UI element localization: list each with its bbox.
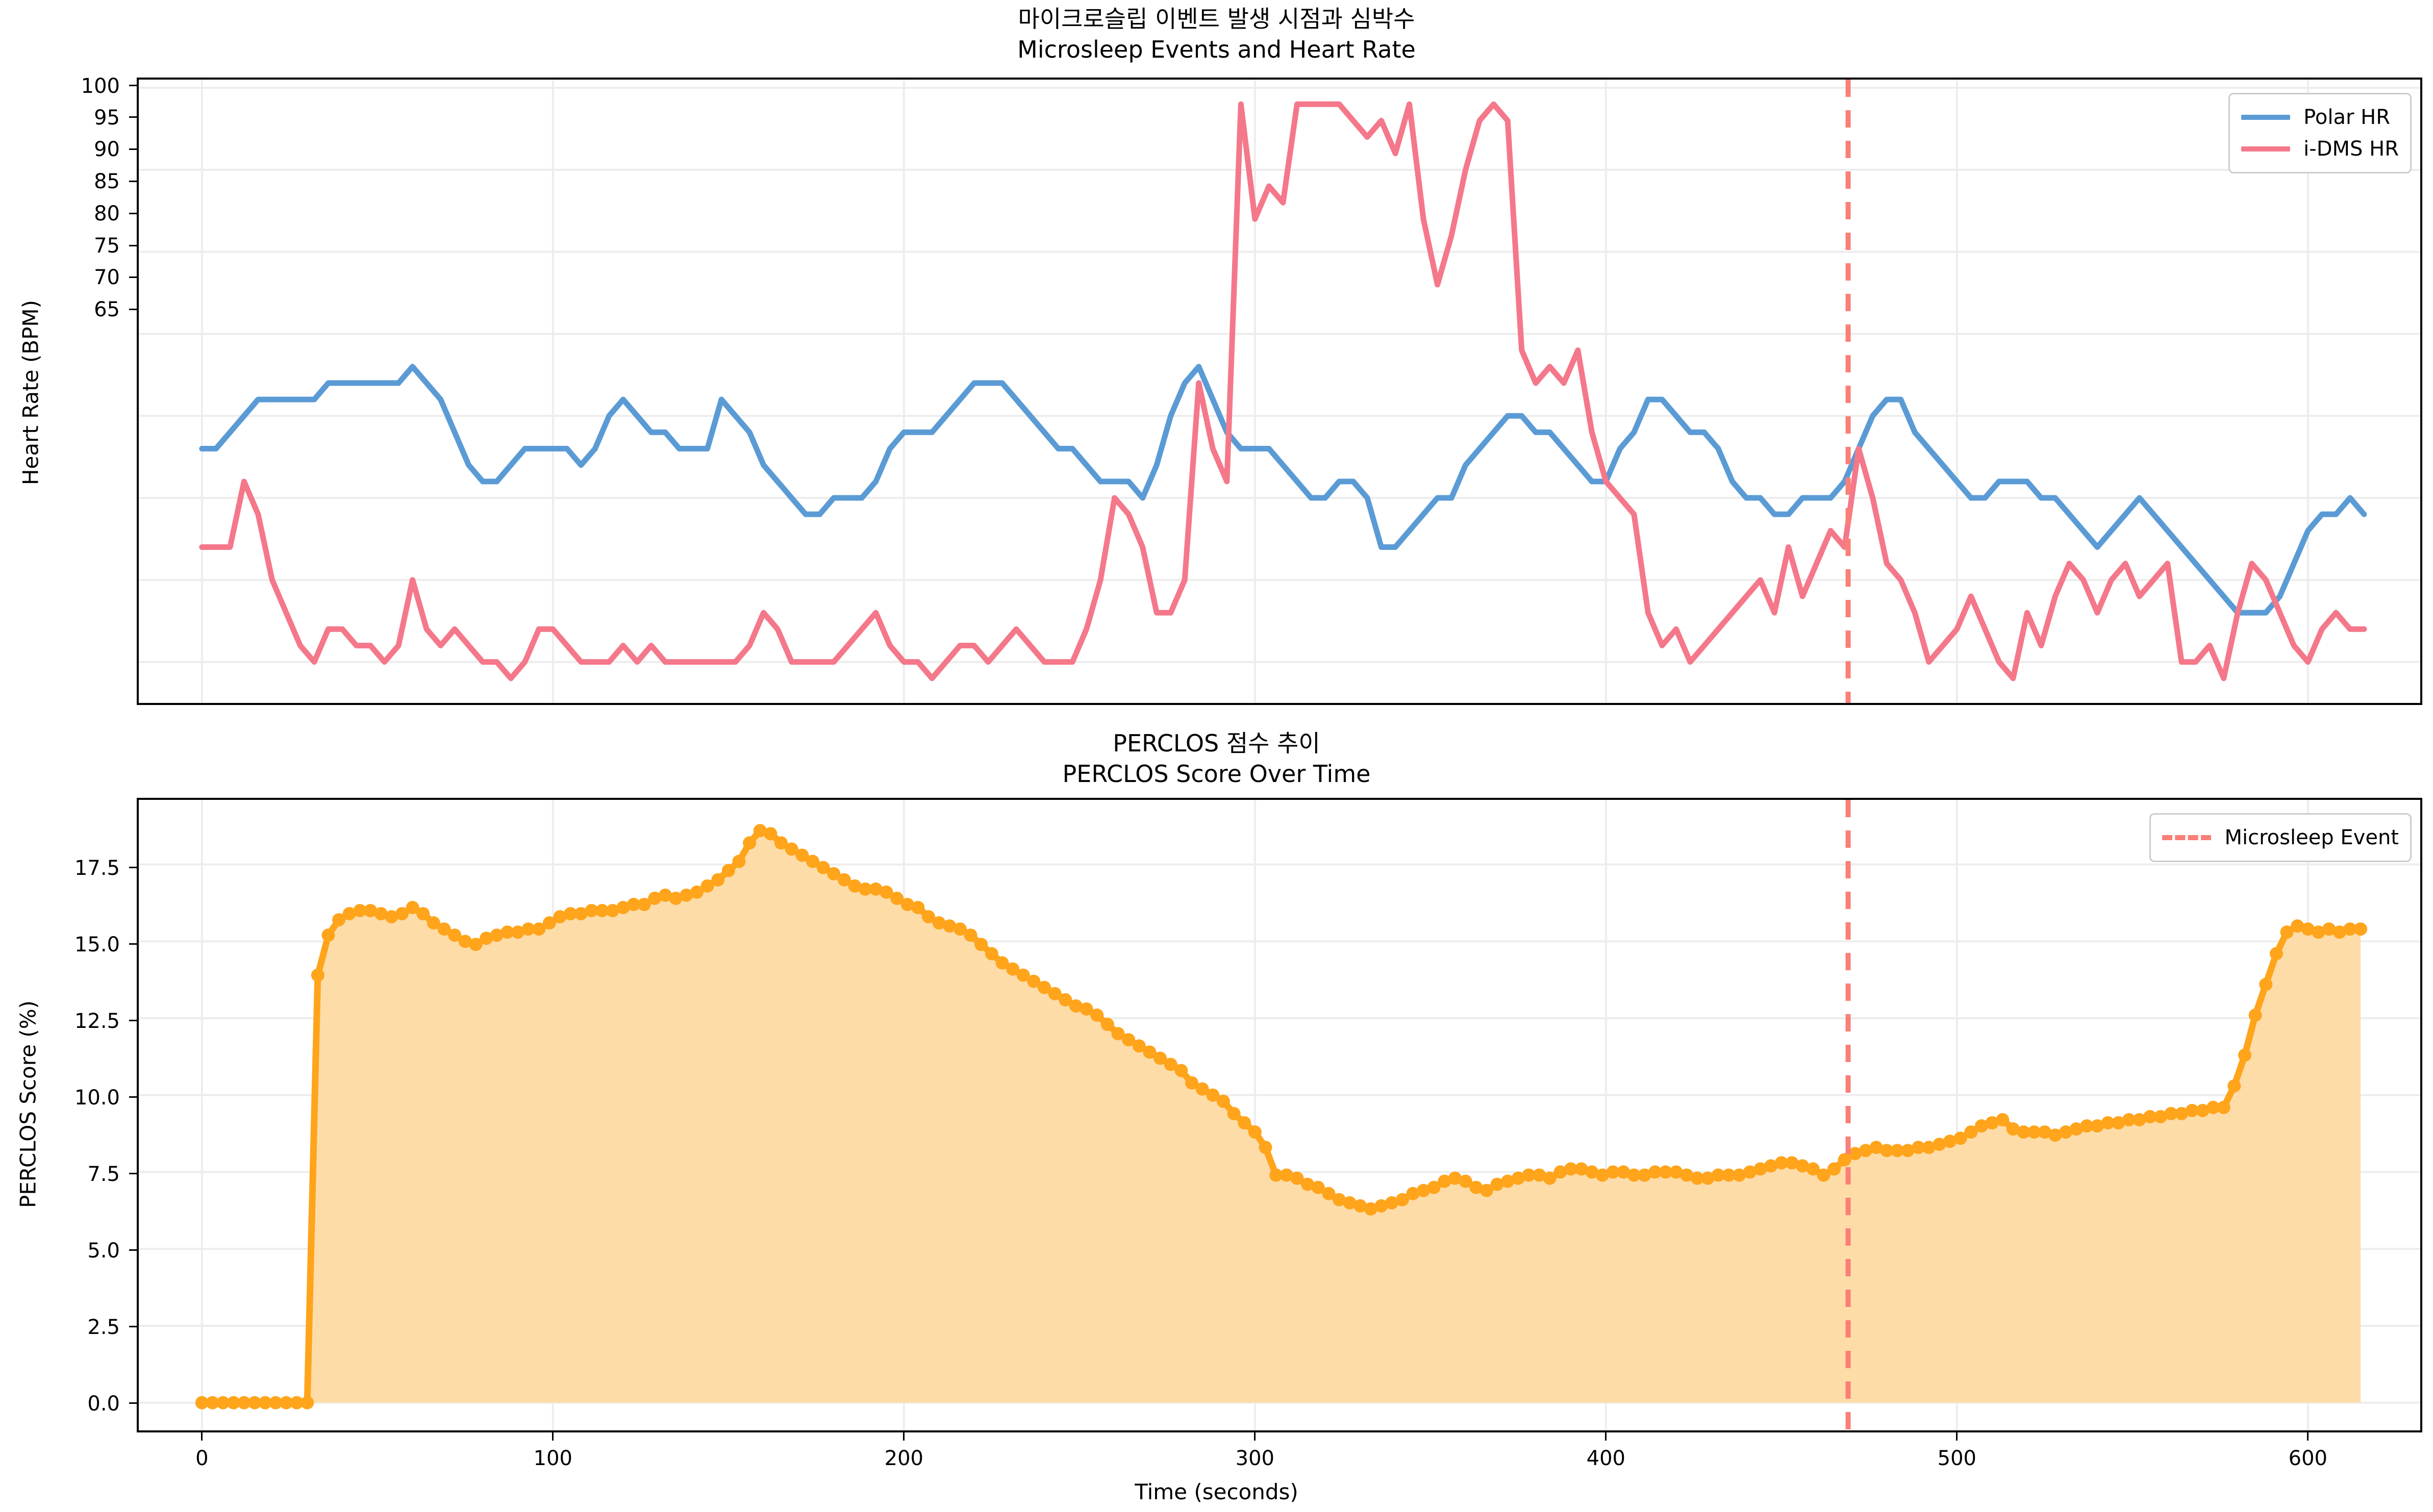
perclos-ytickmark	[129, 1096, 137, 1098]
x-tickmark	[2307, 1432, 2309, 1441]
hr-chart-svg	[139, 80, 2420, 703]
perclos-chart-plot-area	[137, 798, 2422, 1432]
legend-item-polar-hr[interactable]: Polar HR	[2241, 102, 2399, 133]
x-tick-label-0: 0	[195, 1447, 209, 1470]
perclos-chart-title: PERCLOS 점수 추이 PERCLOS Score Over Time	[0, 728, 2433, 790]
hr-ytick-75: 75	[94, 234, 120, 258]
hr-chart-plot-area	[137, 78, 2422, 705]
perclos-ytickmark	[129, 1173, 137, 1174]
legend-item-idms-hr[interactable]: i-DMS HR	[2241, 133, 2399, 165]
legend-swatch-polar-hr	[2241, 115, 2291, 120]
x-axis-label: Time (seconds)	[1135, 1479, 1298, 1504]
hr-ytick-80: 80	[94, 202, 120, 225]
legend-label-polar-hr: Polar HR	[2303, 106, 2390, 129]
hr-y-axis-label: Heart Rate (BPM)	[18, 299, 43, 486]
x-tick-label-500: 500	[1937, 1447, 1976, 1470]
hr-ytick-65: 65	[94, 298, 120, 321]
perclos-ytick-17-5: 17.5	[74, 856, 120, 880]
hr-chart-title-ko: 마이크로슬립 이벤트 발생 시점과 심박수	[1018, 5, 1415, 33]
hr-ytickmark	[129, 245, 137, 246]
hr-ytick-70: 70	[94, 266, 120, 289]
perclos-ytick-2-5: 2.5	[87, 1316, 120, 1339]
perclos-chart-legend: Microsleep Event	[2149, 813, 2412, 862]
perclos-chart-title-en: PERCLOS Score Over Time	[1062, 760, 1371, 788]
x-tickmark	[1605, 1432, 1607, 1441]
x-tick-label-200: 200	[884, 1447, 923, 1470]
perclos-ytick-0-0: 0.0	[87, 1392, 120, 1416]
legend-label-idms-hr: i-DMS HR	[2303, 137, 2399, 161]
perclos-ytick-7-5: 7.5	[87, 1163, 120, 1186]
perclos-ytickmark	[129, 1326, 137, 1327]
x-tick-label-100: 100	[533, 1447, 572, 1470]
x-tickmark	[1956, 1432, 1958, 1441]
x-tickmark	[201, 1432, 203, 1441]
perclos-chart-svg	[139, 800, 2420, 1430]
legend-item-microsleep-event[interactable]: Microsleep Event	[2162, 822, 2399, 853]
perclos-ytick-15-0: 15.0	[74, 933, 120, 956]
hr-ytickmark	[129, 181, 137, 182]
hr-ytickmark	[129, 213, 137, 214]
perclos-chart-title-ko: PERCLOS 점수 추이	[1113, 729, 1320, 757]
perclos-ytickmark	[129, 943, 137, 945]
hr-ytickmark	[129, 148, 137, 150]
hr-ytick-100: 100	[81, 74, 120, 98]
x-tick-label-400: 400	[1586, 1447, 1625, 1470]
hr-ytick-85: 85	[94, 170, 120, 193]
legend-swatch-idms-hr	[2241, 146, 2291, 152]
legend-swatch-microsleep-event	[2162, 835, 2212, 840]
x-tickmark	[903, 1432, 905, 1441]
perclos-ytick-10-0: 10.0	[74, 1086, 120, 1110]
perclos-y-axis-label: PERCLOS Score (%)	[15, 1000, 41, 1208]
x-tickmark	[552, 1432, 554, 1441]
x-tick-label-600: 600	[2288, 1447, 2327, 1470]
hr-ytick-95: 95	[94, 106, 120, 130]
perclos-ytickmark	[129, 867, 137, 868]
perclos-ytickmark	[129, 1249, 137, 1251]
x-tickmark	[1254, 1432, 1256, 1441]
hr-chart-title: 마이크로슬립 이벤트 발생 시점과 심박수 Microsleep Events …	[0, 4, 2433, 65]
hr-ytickmark	[129, 276, 137, 278]
x-tick-label-300: 300	[1235, 1447, 1274, 1470]
perclos-ytickmark	[129, 1402, 137, 1404]
hr-chart-legend: Polar HR i-DMS HR	[2228, 93, 2412, 173]
hr-ytickmark	[129, 116, 137, 118]
perclos-ytick-5-0: 5.0	[87, 1239, 120, 1263]
hr-ytick-90: 90	[94, 138, 120, 161]
perclos-ytickmark	[129, 1020, 137, 1021]
perclos-ytick-12-5: 12.5	[74, 1010, 120, 1033]
hr-chart-title-en: Microsleep Events and Heart Rate	[1017, 35, 1416, 63]
hr-ytickmark	[129, 85, 137, 86]
legend-label-microsleep-event: Microsleep Event	[2224, 826, 2399, 849]
hr-ytickmark	[129, 309, 137, 310]
